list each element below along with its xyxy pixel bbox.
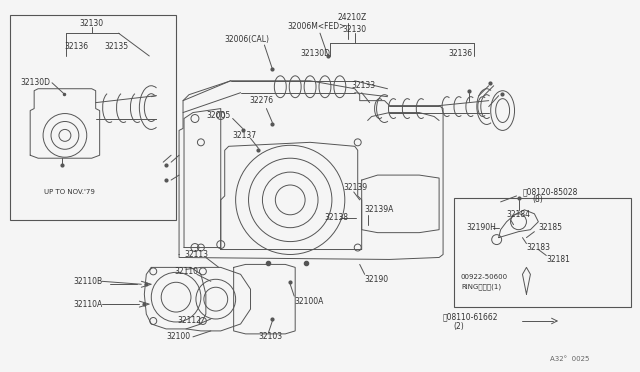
Text: 32181: 32181 <box>547 255 570 264</box>
Text: 32110: 32110 <box>174 267 198 276</box>
Text: 32135: 32135 <box>104 42 129 51</box>
Text: Ⓑ08120-85028: Ⓑ08120-85028 <box>522 187 578 196</box>
Text: 32133: 32133 <box>352 81 376 90</box>
Text: 32130: 32130 <box>342 25 367 34</box>
Text: 32005: 32005 <box>207 111 231 120</box>
Text: 32006M<FED>: 32006M<FED> <box>287 22 346 31</box>
Text: 32110A: 32110A <box>74 299 103 309</box>
Text: 32139: 32139 <box>344 183 368 192</box>
Text: 32130D: 32130D <box>20 78 51 87</box>
Text: 32190: 32190 <box>365 275 388 284</box>
Text: 32130D: 32130D <box>300 48 330 58</box>
Text: (2): (2) <box>453 323 464 331</box>
Text: 24210Z: 24210Z <box>338 13 367 22</box>
Text: 32130: 32130 <box>79 19 104 28</box>
Text: 32190H: 32190H <box>467 223 497 232</box>
Text: 32112: 32112 <box>177 317 201 326</box>
Text: 32138: 32138 <box>324 213 348 222</box>
Text: 32103: 32103 <box>259 332 283 341</box>
Text: Ⓑ08110-61662: Ⓑ08110-61662 <box>443 312 499 321</box>
Text: 32185: 32185 <box>538 223 563 232</box>
Text: A32°  0025: A32° 0025 <box>550 356 589 362</box>
Bar <box>454 198 630 307</box>
Text: 32136: 32136 <box>65 42 89 51</box>
Text: 32276: 32276 <box>250 96 274 105</box>
Text: 32113: 32113 <box>184 250 208 259</box>
Text: 32100: 32100 <box>166 332 190 341</box>
Text: 32136: 32136 <box>449 48 473 58</box>
Text: 00922-50600: 00922-50600 <box>461 274 508 280</box>
Text: 32100A: 32100A <box>294 296 324 306</box>
Text: 32006(CAL): 32006(CAL) <box>225 35 269 44</box>
Text: 32183: 32183 <box>527 243 550 252</box>
Bar <box>10 15 176 220</box>
Text: (8): (8) <box>532 195 543 204</box>
Text: 32184: 32184 <box>507 210 531 219</box>
Text: 32139A: 32139A <box>365 205 394 214</box>
Text: RINGリング(1): RINGリング(1) <box>461 283 501 289</box>
Text: 32137: 32137 <box>233 131 257 140</box>
Text: UP TO NOV.'79: UP TO NOV.'79 <box>44 189 95 195</box>
Text: 32110B: 32110B <box>74 277 103 286</box>
